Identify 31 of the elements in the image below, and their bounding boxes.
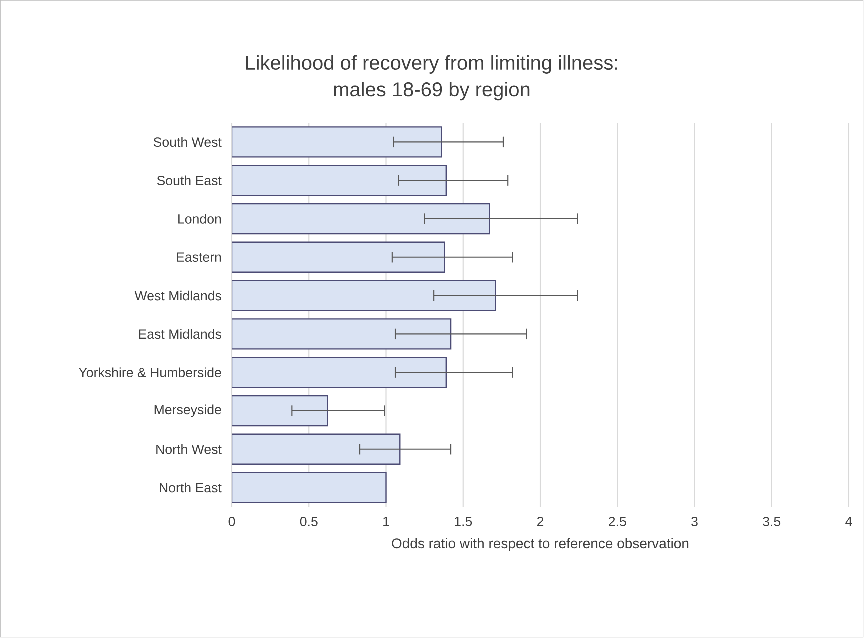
y-tick-label: South West — [154, 137, 222, 148]
x-tick-label: 0 — [228, 517, 236, 526]
x-tick-label: 4 — [846, 517, 852, 526]
y-tick-label: North West — [156, 444, 222, 454]
bar — [232, 280, 496, 312]
bar — [232, 356, 448, 388]
bar — [232, 203, 490, 235]
bar — [232, 472, 387, 504]
y-tick-label: North East — [160, 482, 222, 493]
y-tick-label: South East — [157, 176, 222, 186]
x-tick-label: 2 — [537, 517, 544, 526]
x-tick-label: 3.5 — [763, 517, 781, 526]
x-tick-label: 1.5 — [455, 517, 472, 526]
bar — [232, 126, 442, 158]
bar — [232, 165, 448, 196]
y-tick-label: London — [178, 214, 222, 224]
x-tick-label: 1 — [384, 517, 390, 526]
y-tick-label: Merseyside — [154, 404, 222, 418]
y-tick-label: East Midlands — [139, 329, 222, 340]
x-tick-label: 3 — [692, 517, 698, 526]
y-tick-label: West Midlands — [134, 290, 222, 301]
x-axis-title: Odds ratio with respect to reference observation — [392, 538, 689, 552]
x-tick-label: 0.5 — [300, 517, 318, 526]
bar — [232, 395, 328, 427]
x-tick-label: 2.5 — [609, 517, 626, 526]
y-tick-label: Eastern — [177, 252, 222, 262]
bar — [232, 434, 401, 465]
y-tick-label: Yorkshire & Humberside — [78, 368, 222, 378]
bar — [232, 242, 446, 273]
chart-title: Likelihood of recovery from limiting illness: males 18-69 by region — [246, 55, 618, 101]
bar — [232, 318, 452, 350]
